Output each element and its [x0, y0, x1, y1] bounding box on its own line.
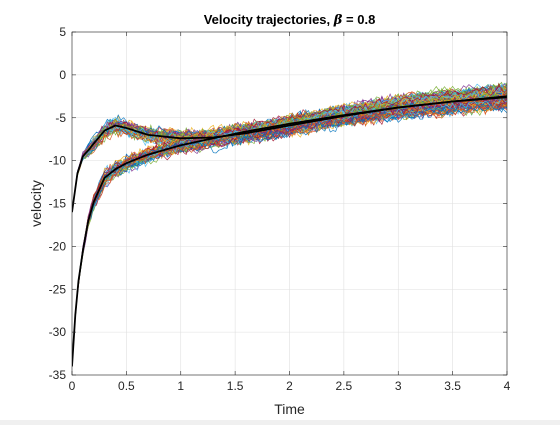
x-tick-label: 4 [504, 379, 511, 393]
chart-title: Velocity trajectories, β = 0.8 [204, 12, 376, 28]
y-tick-label: -30 [49, 325, 67, 339]
y-tick-label: -10 [49, 154, 67, 168]
x-tick-label: 0 [69, 379, 76, 393]
y-tick-label: -25 [49, 282, 67, 296]
x-tick-label: 3 [395, 379, 402, 393]
x-tick-label: 2 [286, 379, 293, 393]
y-tick-label: -15 [49, 197, 67, 211]
y-tick-label: -35 [49, 368, 67, 382]
y-tick-label: -5 [55, 111, 66, 125]
x-axis-label: Time [274, 401, 305, 417]
y-tick-label: 0 [59, 68, 66, 82]
x-tick-label: 2.5 [336, 379, 353, 393]
x-tick-label: 1 [177, 379, 184, 393]
y-tick-label: 5 [59, 25, 66, 39]
y-axis-label: velocity [28, 180, 44, 227]
x-tick-label: 1.5 [227, 379, 244, 393]
x-tick-label: 3.5 [444, 379, 461, 393]
y-tick-label: -20 [49, 239, 67, 253]
x-tick-label: 0.5 [118, 379, 135, 393]
